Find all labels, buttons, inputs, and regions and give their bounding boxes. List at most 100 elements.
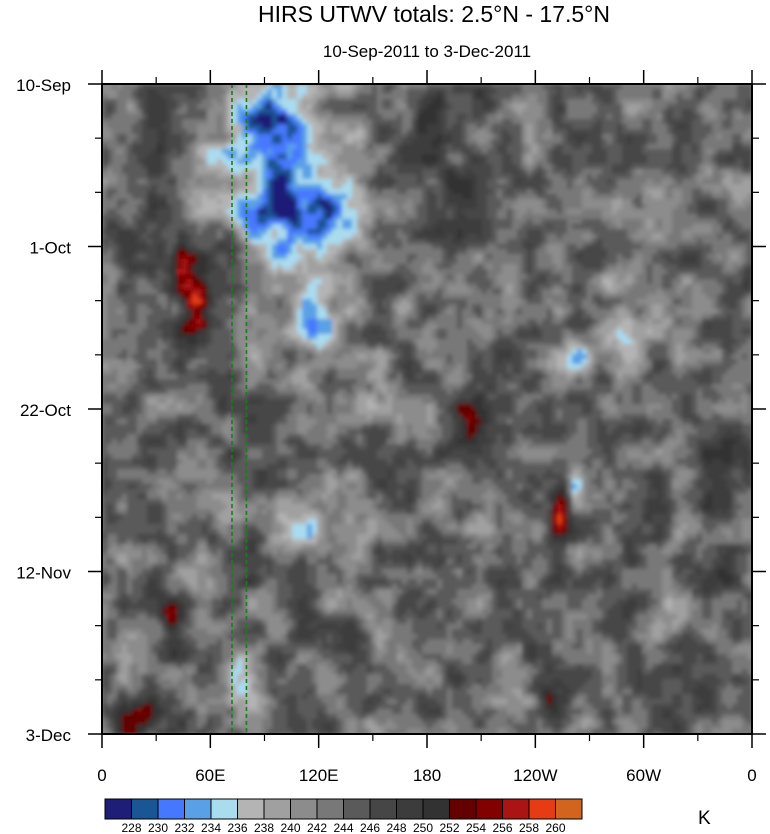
heatmap-cell <box>747 114 752 120</box>
heatmap-cell <box>257 234 263 240</box>
heatmap-cell <box>662 99 668 105</box>
heatmap-cell <box>177 129 183 135</box>
heatmap-cell <box>107 209 113 215</box>
heatmap-cell <box>527 184 533 190</box>
heatmap-cell <box>237 274 243 280</box>
heatmap-cell <box>572 264 578 270</box>
heatmap-cell <box>282 94 288 100</box>
heatmap-cell <box>147 174 153 180</box>
heatmap-cell <box>607 209 613 215</box>
heatmap-cell <box>267 274 273 280</box>
heatmap-cell <box>742 224 748 230</box>
heatmap-cell <box>212 209 218 215</box>
heatmap-cell <box>467 189 473 195</box>
heatmap-cell <box>172 264 178 270</box>
heatmap-cell <box>112 229 118 235</box>
heatmap-cell <box>587 229 593 235</box>
heatmap-cell <box>112 149 118 155</box>
heatmap-cell <box>352 89 358 95</box>
heatmap-cell <box>442 254 448 260</box>
heatmap-cell <box>537 84 543 90</box>
heatmap-cell <box>667 189 673 195</box>
heatmap-cell <box>107 224 113 230</box>
heatmap-cell <box>202 229 208 235</box>
heatmap-cell <box>232 89 238 95</box>
heatmap-cell <box>657 219 663 225</box>
heatmap-cell <box>312 94 318 100</box>
heatmap-cell <box>617 124 623 130</box>
heatmap-cell <box>627 104 633 110</box>
heatmap-cell <box>542 229 548 235</box>
heatmap-cell <box>657 164 663 170</box>
heatmap-cell <box>237 229 243 235</box>
heatmap-cell <box>577 159 583 165</box>
heatmap-cell <box>582 199 588 205</box>
heatmap-cell <box>312 84 318 90</box>
heatmap-cell <box>712 239 718 245</box>
heatmap-cell <box>307 249 313 255</box>
heatmap-cell <box>422 89 428 95</box>
heatmap-cell <box>737 259 743 265</box>
heatmap-cell <box>337 209 343 215</box>
heatmap-cell <box>202 179 208 185</box>
heatmap-cell <box>362 244 368 250</box>
heatmap-cell <box>212 189 218 195</box>
heatmap-cell <box>422 194 428 200</box>
heatmap-cell <box>242 184 248 190</box>
heatmap-cell <box>732 269 738 275</box>
heatmap-cell <box>157 154 163 160</box>
heatmap-cell <box>437 174 443 180</box>
heatmap-cell <box>712 184 718 190</box>
heatmap-cell <box>152 214 158 220</box>
heatmap-cell <box>407 99 413 105</box>
heatmap-cell <box>122 94 128 100</box>
heatmap-cell <box>442 224 448 230</box>
heatmap-cell <box>512 254 518 260</box>
heatmap-cell <box>352 154 358 160</box>
heatmap-cell <box>252 109 258 115</box>
heatmap-cell <box>662 239 668 245</box>
heatmap-cell <box>447 134 453 140</box>
heatmap-cell <box>122 219 128 225</box>
heatmap-cell <box>132 204 138 210</box>
heatmap-cell <box>692 269 698 275</box>
heatmap-cell <box>532 104 538 110</box>
heatmap-cell <box>482 259 488 265</box>
heatmap-cell <box>547 164 553 170</box>
heatmap-cell <box>137 144 143 150</box>
heatmap-cell <box>622 134 628 140</box>
heatmap-cell <box>177 239 183 245</box>
heatmap-cell <box>257 244 263 250</box>
heatmap-cell <box>502 84 508 90</box>
heatmap-cell <box>367 159 373 165</box>
heatmap-cell <box>172 189 178 195</box>
heatmap-cell <box>212 89 218 95</box>
heatmap-cell <box>412 189 418 195</box>
heatmap-cell <box>307 124 313 130</box>
heatmap-cell <box>542 234 548 240</box>
heatmap-cell <box>707 139 713 145</box>
heatmap-cell <box>337 154 343 160</box>
heatmap-cell <box>242 89 248 95</box>
heatmap-cell <box>127 84 133 90</box>
heatmap-cell <box>137 219 143 225</box>
heatmap-cell <box>147 189 153 195</box>
heatmap-cell <box>392 84 398 90</box>
heatmap-cell <box>647 259 653 265</box>
heatmap-cell <box>617 269 623 275</box>
heatmap-cell <box>427 239 433 245</box>
heatmap-cell <box>747 124 752 130</box>
heatmap-cell <box>707 134 713 140</box>
heatmap-cell <box>142 264 148 270</box>
heatmap-cell <box>207 194 213 200</box>
heatmap-cell <box>662 149 668 155</box>
heatmap-cell <box>427 184 433 190</box>
heatmap-cell <box>397 174 403 180</box>
heatmap-cell <box>572 124 578 130</box>
heatmap-cell <box>512 124 518 130</box>
heatmap-cell <box>322 124 328 130</box>
heatmap-cell <box>112 129 118 135</box>
heatmap-cell <box>267 254 273 260</box>
heatmap-cell <box>432 209 438 215</box>
heatmap-cell <box>507 234 513 240</box>
